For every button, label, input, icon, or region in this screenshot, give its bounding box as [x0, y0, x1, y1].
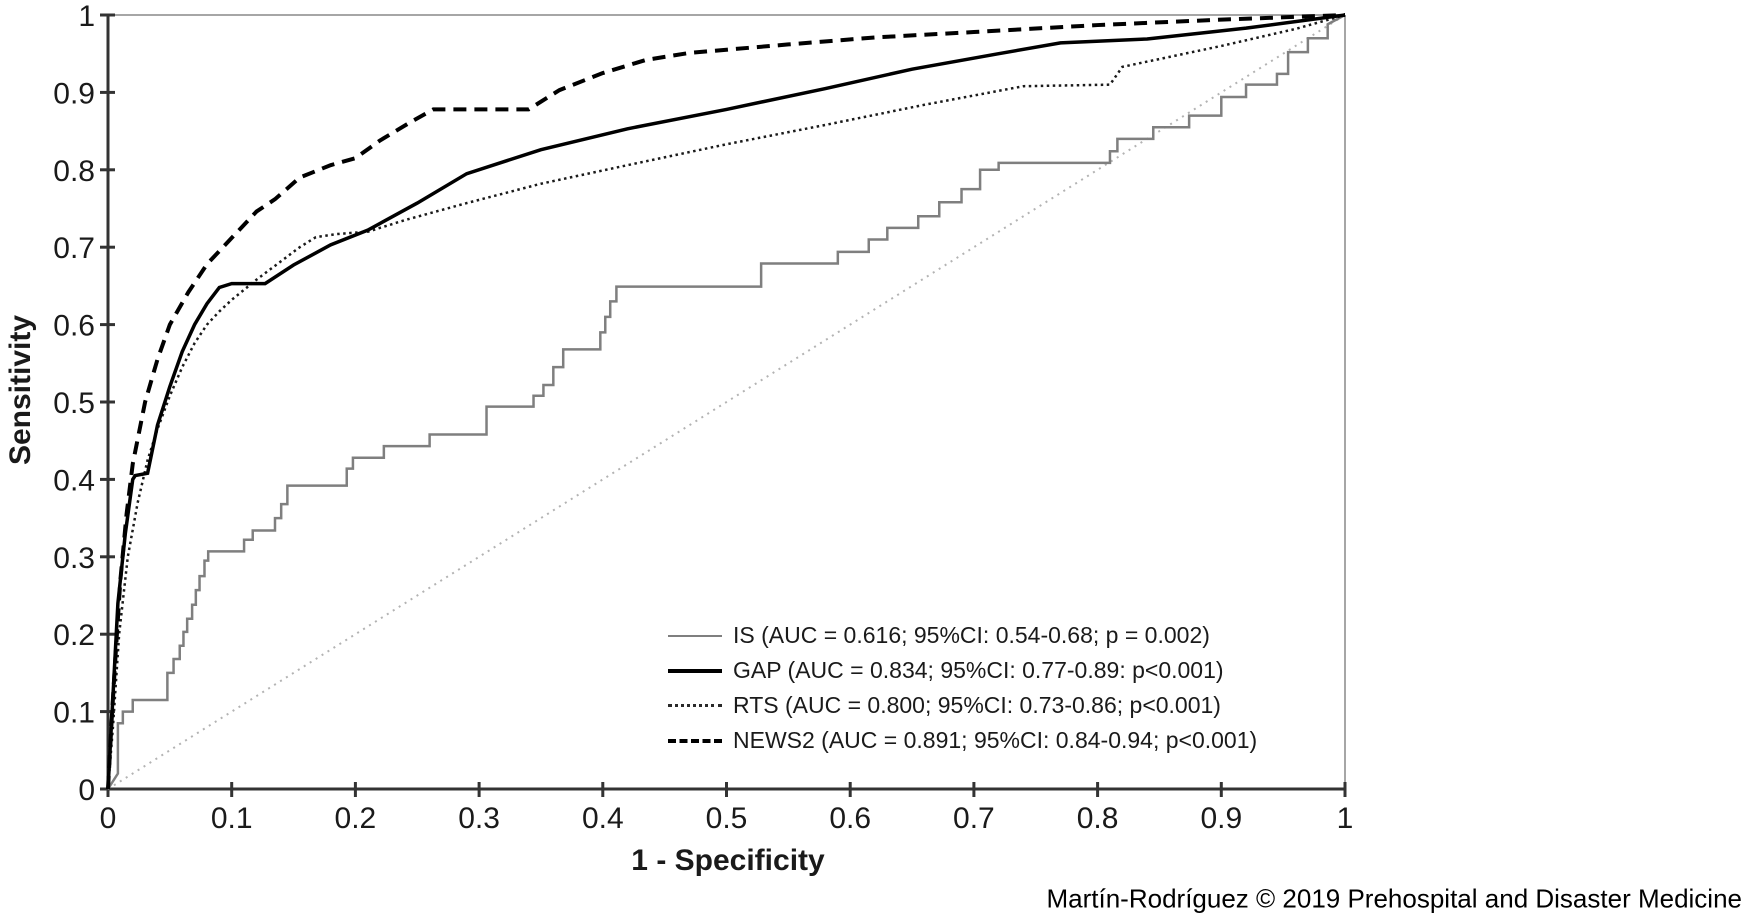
roc-curve-is [106, 13, 1346, 790]
x-tick-label-0: 0 [100, 802, 117, 835]
attribution-text: Martín-Rodríguez © 2019 Prehospital and … [1046, 883, 1743, 914]
x-tick-label-0.8: 0.8 [1077, 802, 1119, 835]
roc-curve-rts [106, 13, 1346, 790]
legend-line-sample-rts [668, 704, 722, 707]
x-tick-label-0.1: 0.1 [211, 802, 253, 835]
x-tick-label-0.5: 0.5 [706, 802, 748, 835]
y-tick-label-0.2: 0.2 [53, 619, 95, 652]
legend-line-sample-gap [668, 668, 722, 673]
y-tick-label-0.9: 0.9 [53, 77, 95, 110]
y-tick-label-0.1: 0.1 [53, 697, 95, 730]
x-tick-label-0.7: 0.7 [953, 802, 995, 835]
legend-item-news2: NEWS2 (AUC = 0.891; 95%CI: 0.84-0.94; p<… [668, 723, 1257, 758]
legend-label-is: IS (AUC = 0.616; 95%CI: 0.54-0.68; p = 0… [733, 622, 1210, 648]
reference-diagonal-line [107, 14, 1346, 790]
x-axis-label: 1 - Specificity [631, 844, 825, 877]
x-tick-label-0.3: 0.3 [458, 802, 500, 835]
roc-curve-news2 [106, 13, 1346, 790]
legend-label-news2: NEWS2 (AUC = 0.891; 95%CI: 0.84-0.94; p<… [733, 727, 1258, 753]
y-tick-label-0.5: 0.5 [53, 387, 95, 420]
y-tick-label-0.3: 0.3 [53, 542, 95, 575]
y-tick-label-0: 0 [78, 774, 95, 807]
y-tick-label-0.6: 0.6 [53, 310, 95, 343]
legend: IS (AUC = 0.616; 95%CI: 0.54-0.68; p = 0… [668, 618, 1257, 758]
legend-line-sample-news2 [668, 738, 722, 743]
y-tick-label-0.8: 0.8 [53, 155, 95, 188]
y-tick-label-0.4: 0.4 [53, 464, 95, 497]
x-tick-label-0.4: 0.4 [582, 802, 624, 835]
x-tick-label-0.6: 0.6 [829, 802, 871, 835]
x-tick-label-0.9: 0.9 [1200, 802, 1242, 835]
roc-curve-gap [106, 13, 1346, 790]
y-tick-label-1: 1 [78, 0, 95, 33]
legend-label-gap: GAP (AUC = 0.834; 95%CI: 0.77-0.89: p<0.… [733, 657, 1224, 683]
y-axis-label: Sensitivity [4, 314, 37, 466]
legend-label-rts: RTS (AUC = 0.800; 95%CI: 0.73-0.86; p<0.… [733, 692, 1221, 718]
legend-item-rts: RTS (AUC = 0.800; 95%CI: 0.73-0.86; p<0.… [668, 688, 1257, 723]
x-tick-label-0.2: 0.2 [335, 802, 377, 835]
x-tick-label-1: 1 [1337, 802, 1354, 835]
y-tick-label-0.7: 0.7 [53, 232, 95, 265]
legend-item-gap: GAP (AUC = 0.834; 95%CI: 0.77-0.89: p<0.… [668, 653, 1257, 688]
legend-item-is: IS (AUC = 0.616; 95%CI: 0.54-0.68; p = 0… [668, 618, 1257, 653]
legend-line-sample-is [668, 634, 722, 637]
